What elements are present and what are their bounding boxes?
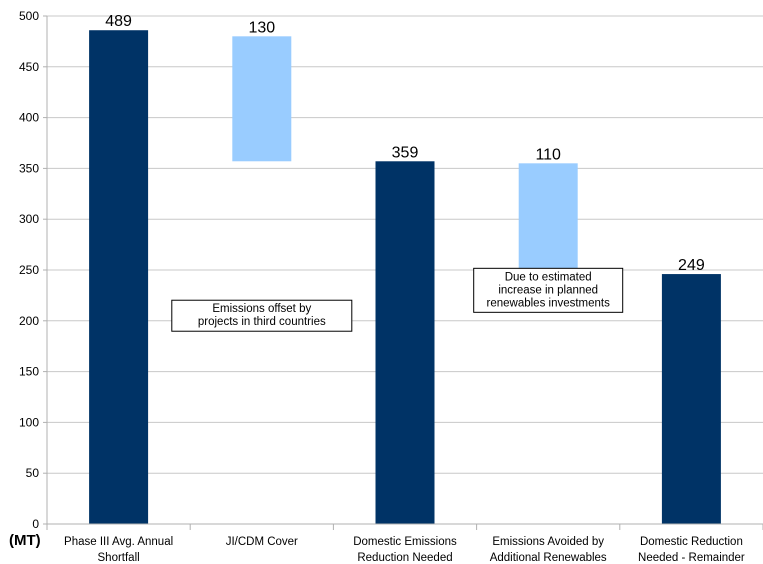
data-label: 359: [392, 144, 419, 161]
annotation-text-line: Due to estimated: [505, 271, 592, 283]
bar-delta: [518, 163, 578, 275]
x-category-label-line: Domestic Emissions: [353, 536, 457, 548]
bars: [89, 30, 721, 524]
annotation: Due to estimated increase in planned renew…: [473, 267, 624, 313]
annotation-text-line: renewables investments: [487, 297, 611, 309]
annotation: Emissions offset by projects in third cou…: [171, 299, 353, 332]
annotation-text-line: Emissions offset by: [212, 303, 311, 315]
x-category-label-line: JI/CDM Cover: [226, 536, 298, 548]
annotation-box: [473, 267, 624, 313]
x-category-label: Domestic Emissions Reduction Needed: [353, 536, 457, 564]
x-category-label-line: Shortfall: [98, 552, 140, 564]
data-labels: 489 130 359 110 249: [105, 13, 705, 274]
x-category-label: Emissions Avoided by Additional Renewable…: [490, 536, 607, 564]
y-tick-label: 250: [19, 263, 39, 277]
bar-total: [375, 161, 435, 524]
x-category-label-line: Additional Renewables: [490, 552, 607, 564]
y-tick-label: 500: [19, 9, 39, 23]
x-category-label-line: Phase III Avg. Annual: [64, 536, 173, 548]
bar-total: [661, 274, 721, 524]
y-tick-label: 50: [26, 466, 40, 480]
y-tick-label: 400: [19, 111, 39, 125]
annotation-text: Due to estimated increase in planned renew…: [487, 271, 611, 309]
y-tick-label: 200: [19, 314, 39, 328]
data-label: 130: [248, 19, 275, 36]
data-label: 249: [678, 257, 705, 274]
x-category-label: JI/CDM Cover: [226, 536, 298, 548]
bar-delta: [232, 36, 292, 162]
x-category-label: Domestic Reduction Needed - Remainder: [638, 536, 745, 564]
y-tick-label: 300: [19, 212, 39, 226]
data-label: 489: [105, 13, 132, 30]
x-category-label-line: Needed - Remainder: [638, 552, 745, 564]
annotation-text-line: projects in third countries: [198, 316, 326, 328]
annotation-box: [171, 299, 353, 332]
bar-total: [89, 30, 149, 524]
y-tick-label: 350: [19, 161, 39, 175]
x-category-label-line: Domestic Reduction: [640, 536, 743, 548]
annotation-text: Emissions offset by projects in third cou…: [198, 303, 326, 328]
data-label: 110: [535, 146, 561, 163]
x-category-label-line: Reduction Needed: [357, 552, 452, 564]
annotation-text-line: increase in planned: [498, 284, 598, 296]
y-tick-label: 100: [19, 415, 39, 429]
unit-label: (MT): [9, 532, 41, 549]
y-tick-label: 150: [19, 365, 39, 379]
y-axis-ticks: 0 50 100 150 200 250 300 350 400 450 500: [19, 9, 47, 531]
x-category-label-line: Emissions Avoided by: [492, 536, 604, 548]
annotations: Emissions offset by projects in third cou…: [171, 267, 624, 332]
x-axis: Phase III Avg. Annual Shortfall JI/CDM Cov…: [46, 16, 763, 564]
x-category-label: Phase III Avg. Annual Shortfall: [64, 536, 173, 564]
y-tick-label: 0: [32, 517, 39, 531]
y-tick-label: 450: [19, 60, 39, 74]
